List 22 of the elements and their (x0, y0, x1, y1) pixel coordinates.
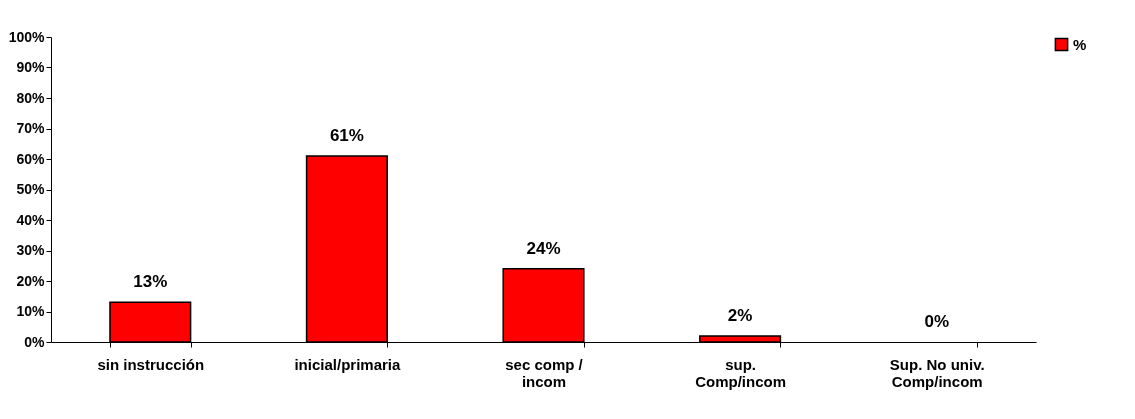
x-tick-label: sec comp / incom (505, 355, 584, 390)
y-tick-label: 70% (16, 120, 46, 136)
x-tick-label: sin instrucción (97, 355, 205, 373)
y-tick-label: 80% (16, 89, 46, 106)
y-tick-label: 10% (16, 303, 46, 319)
legend-label: % (1073, 35, 1087, 53)
y-tick-label: 100% (8, 28, 46, 45)
data-label: 61% (329, 125, 364, 145)
x-tick-label: Sup. No univ. Comp/incom (889, 355, 985, 390)
data-label: 13% (133, 272, 168, 292)
y-tick-label: 50% (16, 181, 46, 197)
y-tick-label: 0% (24, 333, 46, 350)
x-tick-label: sup. Comp/incom (695, 355, 787, 390)
data-label: 0% (924, 312, 949, 331)
data-label: 2% (727, 305, 753, 325)
data-label: 24% (526, 238, 561, 258)
y-tick-label: 20% (16, 272, 46, 289)
y-tick-label: 60% (16, 150, 46, 167)
x-tick-label: inicial/primaria (294, 355, 401, 373)
y-tick-label: 30% (16, 242, 46, 258)
y-tick-label: 40% (16, 211, 46, 228)
y-tick-label: 90% (16, 59, 46, 75)
